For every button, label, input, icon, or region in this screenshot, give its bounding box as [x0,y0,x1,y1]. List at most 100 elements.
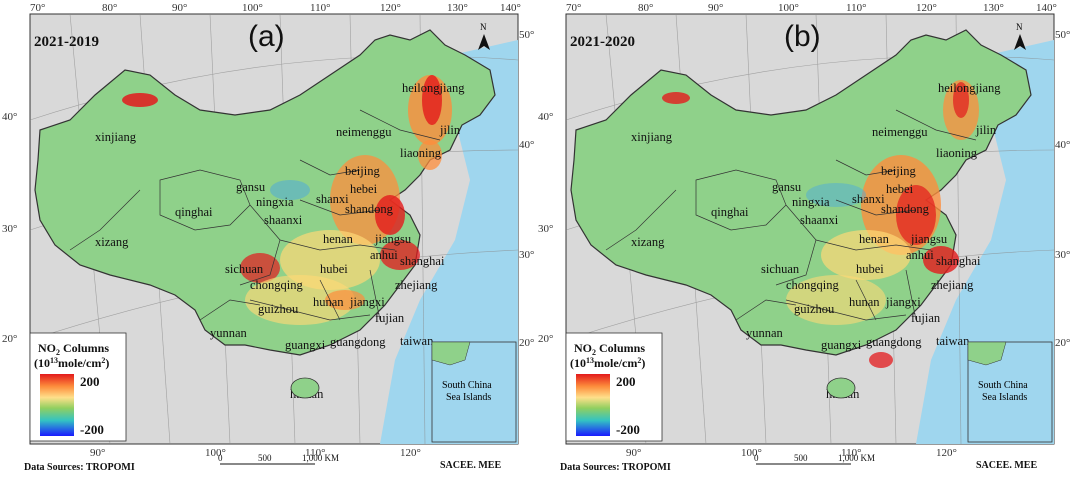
lat-ticks-left: 40° 30° 20° [538,111,553,345]
legend-title: NO2 Columns [574,341,645,357]
province-labels: xinjiang xizang qinghai gansu ningxia sh… [631,81,1001,401]
inset-label: South China [978,380,1028,391]
tick-label: 110° [841,447,862,459]
tick-label: 90° [172,2,187,14]
legend-unit: (1013mole/cm2) [34,356,109,370]
province-label: taiwan [400,334,434,348]
province-label: sichuan [225,262,264,276]
lon-ticks-top: 70° 80° 90° 100° 110° 120° 130° 140° [30,2,521,14]
province-label: shandong [345,202,394,216]
year-label: 2021-2019 [34,34,99,50]
province-label: xinjiang [95,130,137,144]
tick-label: 140° [1036,2,1057,14]
province-label: shanxi [316,192,349,206]
svg-text:N: N [480,22,487,32]
hainan-island [826,377,856,399]
tick-label: 30° [519,249,534,261]
province-label: guizhou [258,302,299,316]
province-label: guangdong [330,335,386,349]
tick-label: 90° [708,2,723,14]
province-label: hunan [849,295,880,309]
svg-text:0: 0 [754,453,759,463]
tick-label: 100° [741,447,762,459]
province-label: xizang [631,235,665,249]
tick-label: 110° [310,2,331,14]
province-label: hunan [313,295,344,309]
tick-label: 130° [447,2,468,14]
tick-label: 20° [2,333,17,345]
province-label: qinghai [711,205,749,219]
tick-label: 120° [380,2,401,14]
province-label: jilin [439,123,461,137]
province-label: liaoning [936,146,978,160]
china-outline [570,29,1032,356]
province-label: jilin [975,123,997,137]
province-label: ningxia [792,195,830,209]
tick-label: 20° [538,333,553,345]
map-panel-a: 70° 80° 90° 100° 110° 120° 130° 140° 90°… [0,0,536,474]
legend-unit: (1013mole/cm2) [570,356,645,370]
north-arrow-icon: N [1014,22,1026,50]
province-label: xinjiang [631,130,673,144]
legend: NO2 Columns (1013mole/cm2) 200 -200 [29,332,127,442]
province-label: jiangxi [885,295,921,309]
province-label: guangxi [285,338,326,352]
north-arrow-icon: N [478,22,490,50]
province-label: shaanxi [264,213,303,227]
tick-label: 100° [242,2,263,14]
province-borders [69,109,441,321]
tick-label: 70° [30,2,45,14]
province-label: gansu [772,180,802,194]
province-label: yunnan [210,326,248,340]
tick-label: 50° [519,29,534,41]
data-source: Data Sources: TROPOMI [560,462,671,473]
province-label: fujian [911,311,941,325]
province-label: chongqing [250,278,304,292]
province-borders [605,109,977,321]
province-label: hebei [886,182,914,196]
tick-label: 120° [400,447,421,459]
svg-text:1,000 KM: 1,000 KM [302,453,339,463]
china-outline [34,29,496,356]
year-label: 2021-2020 [570,34,635,50]
province-label: neimenggu [872,125,928,139]
svg-text:500: 500 [794,453,808,463]
tick-label: 20° [519,337,534,349]
legend-min: -200 [616,422,640,437]
scale-bar: 0 500 1,000 KM [218,453,339,465]
province-label: henan [859,232,890,246]
inset-label: Sea Islands [446,392,491,403]
province-label: guangdong [866,335,922,349]
inset-label: Sea Islands [982,392,1027,403]
province-label: sichuan [761,262,800,276]
tick-label: 130° [983,2,1004,14]
tick-label: 70° [566,2,581,14]
province-label: shaanxi [800,213,839,227]
svg-text:0: 0 [218,453,223,463]
no2-hotspots [122,75,452,325]
south-china-sea-inset: South China Sea Islands [967,341,1053,443]
svg-text:N: N [1016,22,1023,32]
tick-label: 120° [936,447,957,459]
tick-label: 40° [519,139,534,151]
map-svg: 70° 80° 90° 100° 110° 120° 130° 140° 90°… [2,2,534,473]
province-label: hubei [320,262,348,276]
panel-letter: (b) [784,20,821,53]
province-label: qinghai [175,205,213,219]
scale-bar: 0 500 1,000 KM [754,453,875,465]
legend-min: -200 [80,422,104,437]
province-label: fujian [375,311,405,325]
data-source: Data Sources: TROPOMI [24,462,135,473]
province-label: anhui [370,248,398,262]
province-label: guangxi [821,338,862,352]
legend-title: NO2 Columns [38,341,109,357]
province-label: hubei [856,262,884,276]
no2-hotspots [662,80,979,368]
legend-colorbar [40,374,74,436]
province-label: shanghai [400,254,445,268]
tick-label: 90° [626,447,641,459]
province-label: taiwan [936,334,970,348]
province-label: gansu [236,180,266,194]
lon-ticks-top: 70° 80° 90° 100° 110° 120° 130° 140° [566,2,1057,14]
inset-label: South China [442,380,492,391]
